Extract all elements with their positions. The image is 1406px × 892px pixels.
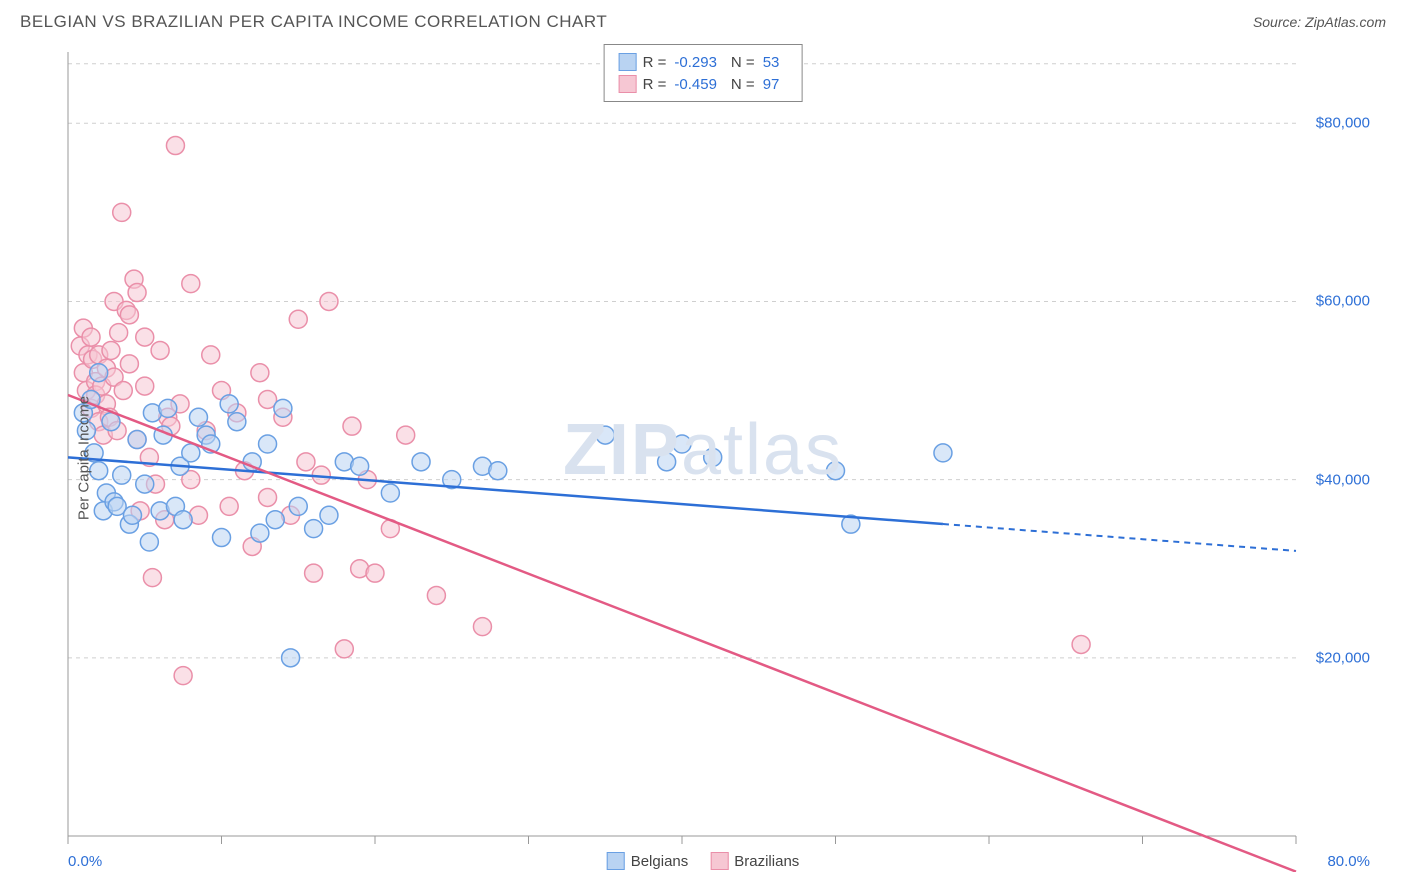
legend-swatch — [710, 852, 728, 870]
chart-source: Source: ZipAtlas.com — [1253, 14, 1386, 30]
legend-row: R = -0.293 N = 53 — [619, 51, 788, 73]
legend-item: Belgians — [607, 852, 689, 870]
legend-n-value: 53 — [763, 54, 780, 71]
legend-n-value: 97 — [763, 76, 780, 93]
legend-r-value: -0.459 — [674, 76, 717, 93]
legend-r-label: R = — [643, 54, 667, 71]
legend-swatch — [619, 53, 637, 71]
legend-item: Brazilians — [710, 852, 799, 870]
legend-swatch — [607, 852, 625, 870]
legend-r-value: -0.293 — [674, 54, 717, 71]
chart-title: BELGIAN VS BRAZILIAN PER CAPITA INCOME C… — [20, 12, 607, 32]
y-axis-label: Per Capita Income — [76, 396, 93, 520]
legend-n-label: N = — [731, 54, 755, 71]
legend-swatch — [619, 75, 637, 93]
chart-area: Per Capita Income ZIPatlas R = -0.293 N … — [20, 44, 1386, 872]
x-axis-min-label: 0.0% — [68, 853, 102, 870]
y-tick-label: $60,000 — [1316, 293, 1370, 310]
scatter-plot — [20, 44, 1386, 872]
series-legend: Belgians Brazilians — [607, 852, 800, 870]
correlation-legend: R = -0.293 N = 53 R = -0.459 N = 97 — [604, 44, 803, 102]
y-tick-label: $80,000 — [1316, 115, 1370, 132]
legend-r-label: R = — [643, 76, 667, 93]
y-tick-label: $20,000 — [1316, 649, 1370, 666]
legend-n-label: N = — [731, 76, 755, 93]
legend-row: R = -0.459 N = 97 — [619, 73, 788, 95]
chart-header: BELGIAN VS BRAZILIAN PER CAPITA INCOME C… — [0, 0, 1406, 38]
y-tick-label: $40,000 — [1316, 471, 1370, 488]
x-axis-max-label: 80.0% — [1327, 853, 1370, 870]
